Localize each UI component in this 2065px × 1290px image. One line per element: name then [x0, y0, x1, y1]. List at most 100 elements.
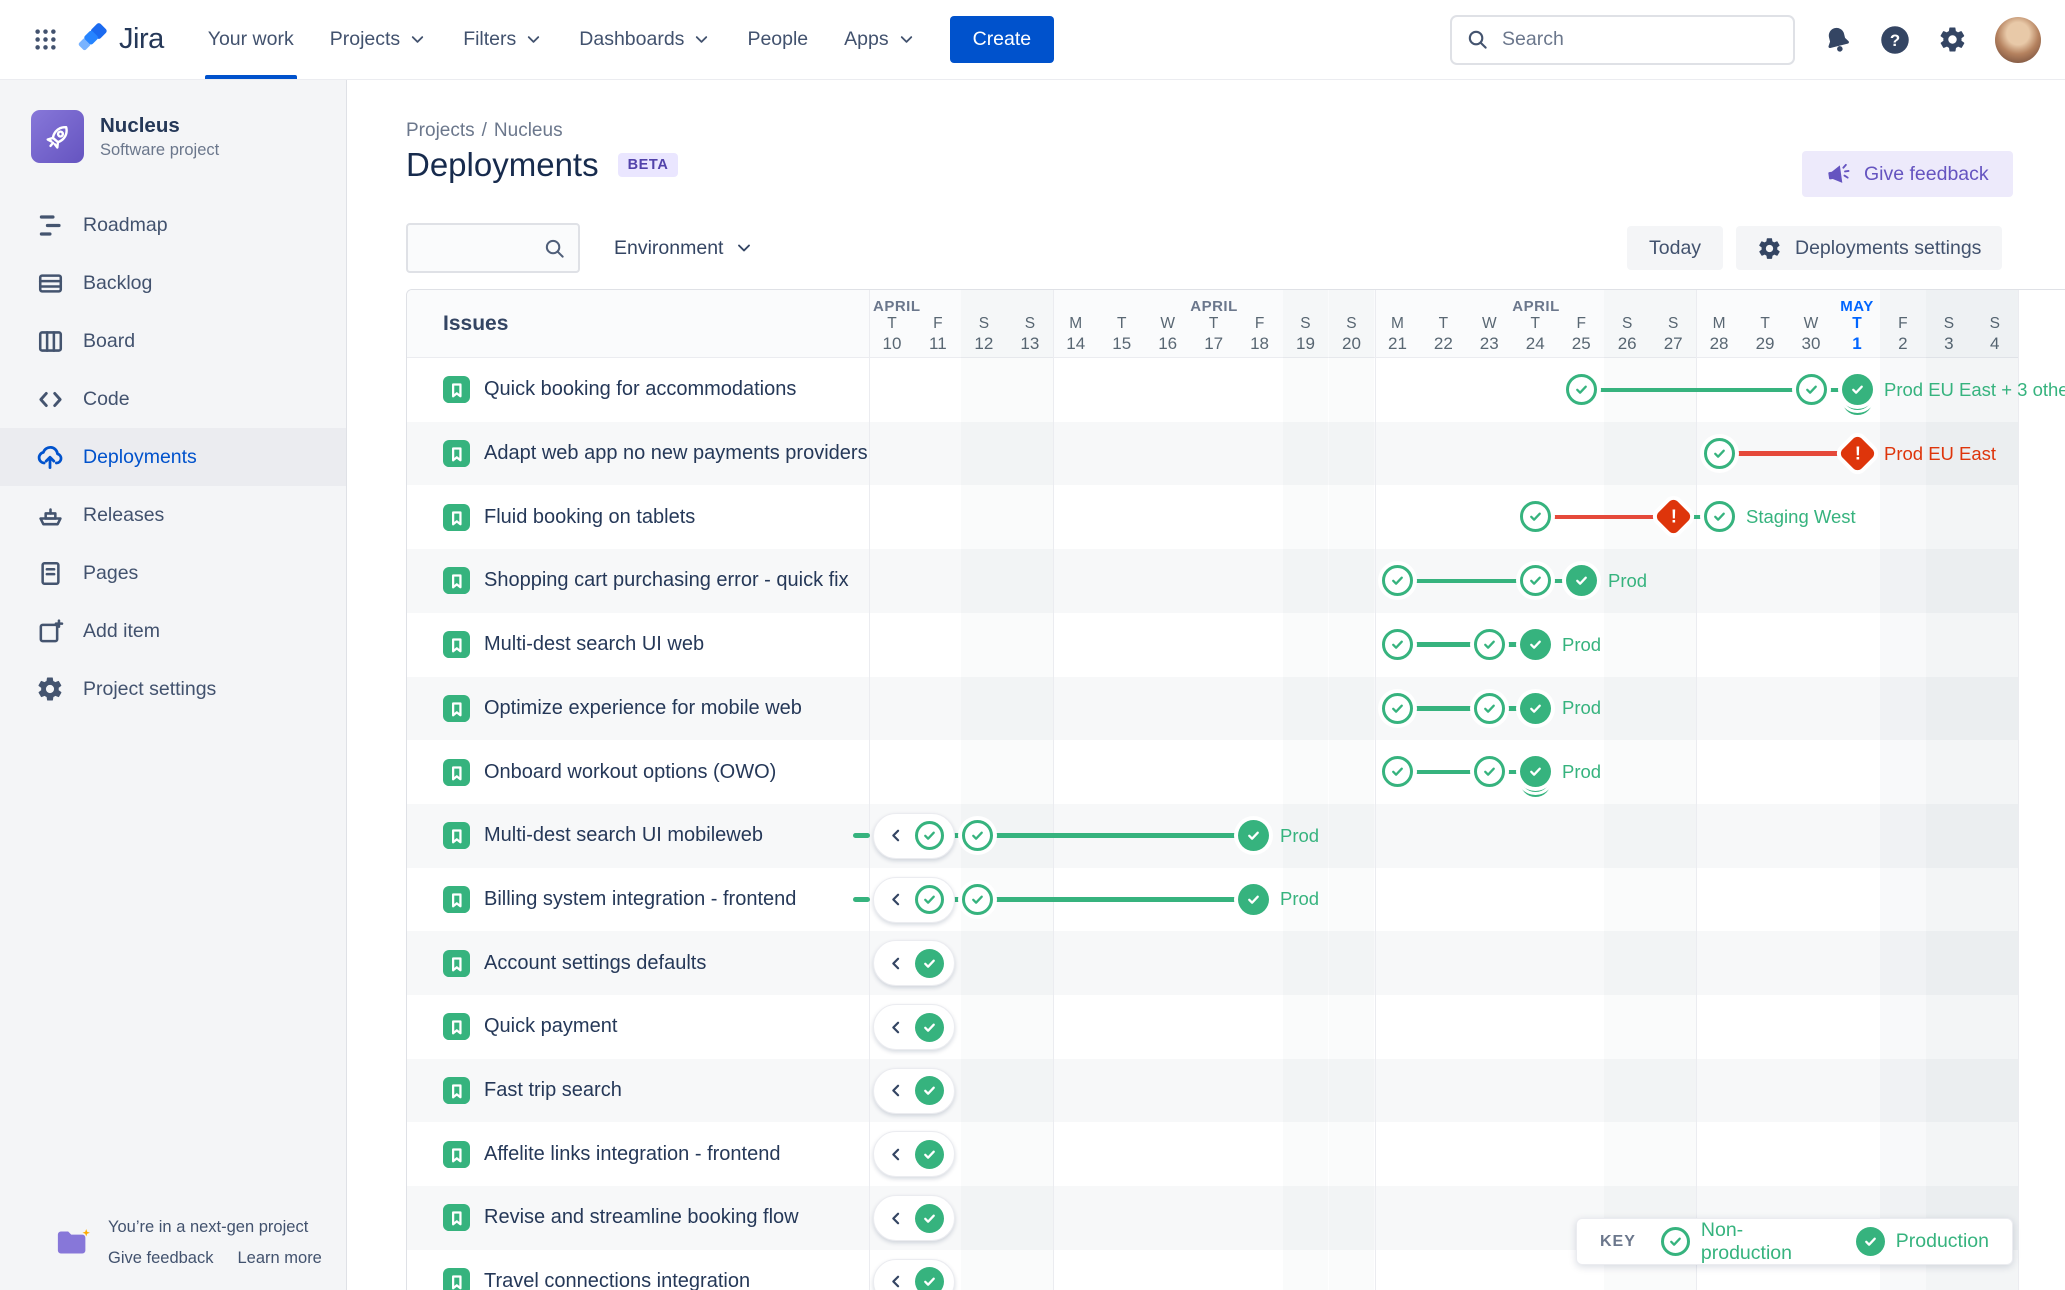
prod-deployment-stack-icon[interactable]: [1519, 756, 1551, 798]
prod-deployment-icon[interactable]: [1519, 628, 1551, 660]
offscreen-deployments-pill[interactable]: [873, 1131, 955, 1178]
app-switcher-button[interactable]: [24, 19, 66, 61]
issue-cell[interactable]: Travel connections integration: [407, 1250, 869, 1290]
nonprod-deployment-icon[interactable]: [961, 883, 993, 915]
issue-cell[interactable]: Account settings defaults: [407, 931, 869, 995]
nav-item-projects[interactable]: Projects: [312, 0, 445, 79]
offscreen-deployments-pill[interactable]: [873, 876, 955, 923]
nonprod-deployment-icon[interactable]: [1795, 374, 1827, 405]
notifications-button[interactable]: [1823, 25, 1852, 54]
prod-deployment-icon[interactable]: [1237, 883, 1269, 915]
prod-deployment-stack-icon[interactable]: [1841, 374, 1873, 415]
search-input[interactable]: [1500, 27, 1779, 52]
issue-cell[interactable]: Affelite links integration - frontend: [407, 1122, 869, 1186]
row-timeline: [407, 1250, 2018, 1290]
sidebar-item-code[interactable]: Code: [0, 370, 346, 428]
sidebar-item-board[interactable]: Board: [0, 312, 346, 370]
issue-cell[interactable]: Multi-dest search UI mobileweb: [407, 804, 869, 868]
prod-deployment-icon: [915, 1012, 944, 1042]
issue-cell[interactable]: Fluid booking on tablets: [407, 485, 869, 549]
offscreen-deployments-pill[interactable]: [873, 1195, 955, 1242]
sidebar-item-pages[interactable]: Pages: [0, 544, 346, 602]
offscreen-deployments-pill[interactable]: [873, 1258, 955, 1290]
nonprod-deployment-icon[interactable]: [1473, 628, 1505, 660]
issue-cell[interactable]: Onboard workout options (OWO): [407, 740, 869, 804]
issue-cell[interactable]: Fast trip search: [407, 1059, 869, 1123]
deployments-settings-button[interactable]: Deployments settings: [1736, 226, 2003, 270]
nonprod-deployment-icon[interactable]: [1381, 692, 1413, 724]
nonprod-deployment-icon[interactable]: [1381, 628, 1413, 660]
nonprod-deployment-icon[interactable]: [1703, 437, 1735, 469]
day-header: S 12: [974, 315, 994, 353]
issue-label: Fluid booking on tablets: [484, 505, 696, 528]
give-feedback-button[interactable]: Give feedback: [1802, 151, 2013, 197]
sidebar-item-add-item[interactable]: Add item: [0, 602, 346, 660]
sidebar-item-deployments[interactable]: Deployments: [0, 428, 346, 486]
project-header[interactable]: Nucleus Software project: [0, 80, 346, 163]
nav-item-people[interactable]: People: [729, 0, 826, 79]
offscreen-deployments-pill[interactable]: [873, 940, 955, 987]
global-search[interactable]: [1450, 14, 1795, 65]
nav-item-filters[interactable]: Filters: [445, 0, 561, 79]
deployment-env-label: Prod EU East + 3 others: [1884, 378, 2065, 400]
create-button[interactable]: Create: [949, 16, 1055, 63]
filter-search-input[interactable]: [420, 236, 543, 260]
breadcrumb-projects[interactable]: Projects: [406, 120, 475, 141]
sidebar-item-project-settings[interactable]: Project settings: [0, 660, 346, 718]
key-item-non-production: Non-production: [1660, 1219, 1831, 1265]
prod-deployment-icon[interactable]: [1565, 565, 1597, 597]
jira-logo[interactable]: Jira: [74, 21, 164, 59]
issue-cell[interactable]: Billing system integration - frontend: [407, 868, 869, 932]
environment-dropdown[interactable]: Environment: [608, 223, 760, 273]
nonprod-deployment-icon[interactable]: [1519, 501, 1551, 533]
sidebar-item-releases[interactable]: Releases: [0, 486, 346, 544]
gear-icon: [1757, 236, 1782, 261]
learn-more-link[interactable]: Learn more: [237, 1249, 322, 1267]
issue-cell[interactable]: Revise and streamline booking flow: [407, 1186, 869, 1250]
issue-cell[interactable]: Quick payment: [407, 995, 869, 1059]
failed-deployment-icon[interactable]: !: [1653, 497, 1693, 536]
issue-label: Fast trip search: [484, 1079, 622, 1102]
breadcrumb-nucleus[interactable]: Nucleus: [493, 120, 563, 141]
project-sidebar: Nucleus Software project Roadmap Backlog B…: [0, 80, 347, 1290]
row-timeline: Prod: [407, 868, 2018, 932]
sidebar-item-roadmap[interactable]: Roadmap: [0, 196, 346, 254]
deployment-line-stub: [853, 833, 870, 838]
issue-cell[interactable]: Optimize experience for mobile web: [407, 677, 869, 741]
issue-cell[interactable]: Quick booking for accommodations: [407, 358, 869, 422]
today-button[interactable]: Today: [1627, 226, 1724, 270]
settings-button[interactable]: [1938, 25, 1967, 54]
issue-cell[interactable]: Adapt web app no new payments providers: [407, 422, 869, 486]
nonprod-deployment-icon[interactable]: [1519, 565, 1551, 597]
issue-label: Multi-dest search UI mobileweb: [484, 824, 763, 847]
nonprod-deployment-icon[interactable]: [1565, 374, 1597, 405]
prod-deployment-icon[interactable]: [1519, 692, 1551, 724]
project-type: Software project: [100, 140, 220, 159]
offscreen-deployments-pill[interactable]: [873, 812, 955, 859]
nonprod-deployment-icon[interactable]: [1473, 692, 1505, 724]
sidebar-item-backlog[interactable]: Backlog: [0, 254, 346, 312]
nonprod-deployment-icon[interactable]: [961, 819, 993, 851]
avatar[interactable]: [1995, 16, 2041, 63]
issue-cell[interactable]: Multi-dest search UI web: [407, 613, 869, 677]
nav-item-your-work[interactable]: Your work: [190, 0, 312, 79]
nav-item-apps[interactable]: Apps: [826, 0, 933, 79]
deployment-line: [977, 833, 1253, 838]
prod-deployment-icon: [915, 1139, 944, 1169]
give-feedback-link[interactable]: Give feedback: [108, 1249, 214, 1267]
nonprod-deployment-icon[interactable]: [1703, 501, 1735, 533]
offscreen-deployments-pill[interactable]: [873, 1004, 955, 1050]
offscreen-deployments-pill[interactable]: [873, 1067, 955, 1114]
nonprod-deployment-icon[interactable]: [1381, 756, 1413, 788]
prod-deployment-icon[interactable]: [1237, 819, 1269, 851]
issue-cell[interactable]: Shopping cart purchasing error - quick f…: [407, 549, 869, 613]
give-feedback-label: Give feedback: [1864, 162, 1989, 185]
help-button[interactable]: ?: [1880, 25, 1910, 55]
nonprod-deployment-icon[interactable]: [1381, 565, 1413, 597]
code-icon: [35, 385, 65, 414]
nav-item-dashboards[interactable]: Dashboards: [561, 0, 729, 79]
failed-deployment-icon[interactable]: !: [1837, 434, 1877, 473]
issue-filter-search[interactable]: [406, 223, 580, 273]
nonprod-deployment-icon[interactable]: [1473, 756, 1505, 788]
story-icon: [443, 1140, 470, 1168]
